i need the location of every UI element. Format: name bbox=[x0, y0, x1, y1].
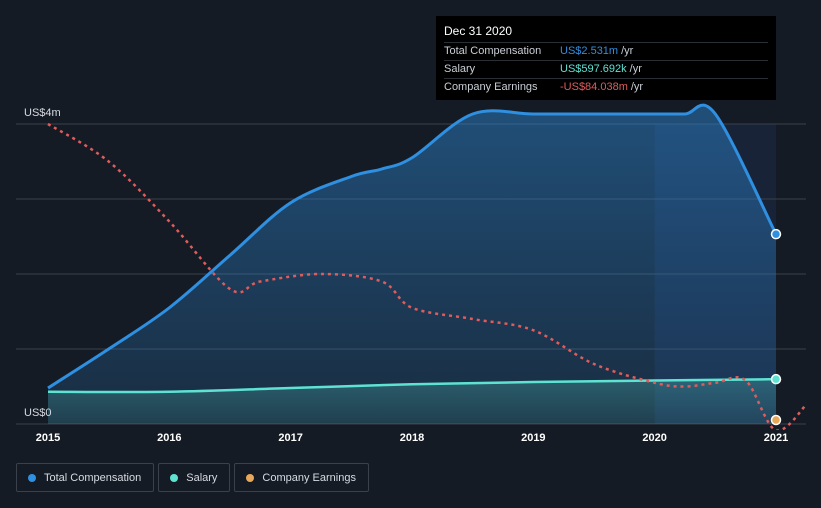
tooltip-unit: /yr bbox=[630, 81, 644, 93]
total-compensation-marker bbox=[770, 228, 782, 240]
x-axis-tick-label: 2019 bbox=[521, 432, 545, 444]
x-axis-tick-label: 2021 bbox=[764, 432, 788, 444]
legend-dot-icon bbox=[246, 473, 255, 482]
x-axis-tick-label: 2017 bbox=[278, 432, 302, 444]
legend-dot-icon bbox=[28, 473, 36, 482]
salary-line bbox=[47, 377, 777, 394]
compensation-chart: US$4m US$0 2015 2016 2017 2018 2019 2020 2021 bbox=[16, 103, 806, 444]
legend-item-salary[interactable]: Salary bbox=[158, 463, 231, 492]
tooltip-unit: /yr bbox=[629, 63, 642, 75]
legend-label: Total Compensation bbox=[44, 471, 142, 484]
chart-legend: Total Compensation Salary Company Earnin… bbox=[16, 463, 369, 492]
legend-item-company-earnings[interactable]: Company Earnings bbox=[234, 463, 369, 492]
company-earnings-marker bbox=[770, 414, 782, 426]
x-axis-tick-label: 2016 bbox=[157, 432, 181, 444]
total-compensation-area bbox=[48, 105, 776, 424]
hover-tooltip: Dec 31 2020 Total Compensation US$2.531m… bbox=[436, 16, 776, 100]
y-axis-label-max: US$4m bbox=[24, 107, 61, 119]
tooltip-label: Salary bbox=[444, 63, 476, 75]
legend-label: Salary bbox=[186, 471, 218, 484]
tooltip-row-total: Total Compensation US$2.531m /yr bbox=[444, 43, 768, 61]
chart-area: US$4m US$0 2015 2016 2017 2018 2019 2020 2021 bbox=[16, 103, 806, 444]
tooltip-label: Company Earnings bbox=[444, 81, 538, 93]
tooltip-date: Dec 31 2020 bbox=[444, 24, 768, 43]
legend-item-total-compensation[interactable]: Total Compensation bbox=[16, 463, 155, 492]
total-compensation-line bbox=[47, 103, 778, 390]
tooltip-row-earnings: Company Earnings -US$84.038m /yr bbox=[444, 79, 768, 96]
legend-label: Company Earnings bbox=[262, 471, 356, 484]
legend-dot-icon bbox=[170, 473, 179, 482]
tooltip-row-salary: Salary US$597.692k /yr bbox=[444, 61, 768, 79]
x-axis-tick-label: 2018 bbox=[400, 432, 424, 444]
x-axis-tick-label: 2015 bbox=[36, 432, 60, 444]
company-earnings-line bbox=[47, 122, 806, 430]
salary-marker bbox=[770, 373, 782, 385]
tooltip-label: Total Compensation bbox=[444, 45, 542, 57]
tooltip-value: US$2.531m bbox=[560, 45, 619, 57]
tooltip-unit: /yr bbox=[621, 45, 634, 57]
tooltip-value: US$597.692k bbox=[560, 63, 627, 75]
tooltip-value: -US$84.038m bbox=[560, 81, 628, 93]
y-axis-label-min: US$0 bbox=[24, 407, 52, 419]
x-axis-tick-label: 2020 bbox=[642, 432, 666, 444]
